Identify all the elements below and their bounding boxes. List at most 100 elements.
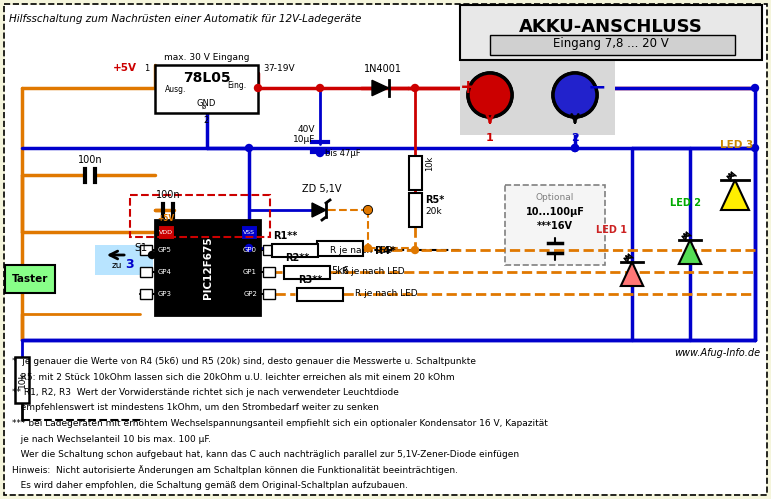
Text: R je nach LED: R je nach LED — [342, 267, 405, 276]
Bar — [409, 193, 422, 227]
Text: PIC12F675: PIC12F675 — [203, 236, 213, 299]
Text: 10...100µF: 10...100µF — [526, 207, 584, 217]
Bar — [263, 289, 275, 299]
Text: +: + — [460, 77, 476, 96]
Text: 7-19V: 7-19V — [268, 63, 295, 72]
Polygon shape — [312, 203, 326, 217]
Text: GND: GND — [197, 98, 216, 107]
Text: zu: zu — [112, 260, 123, 269]
Text: GP2: GP2 — [243, 291, 257, 297]
Bar — [15, 357, 29, 403]
Text: Es wird daher empfohlen, die Schaltung gemäß dem Original-Schaltplan aufzubauen.: Es wird daher empfohlen, die Schaltung g… — [12, 481, 408, 490]
Text: 10k: 10k — [425, 155, 434, 171]
Bar — [140, 289, 152, 299]
Text: 2: 2 — [204, 115, 209, 124]
Circle shape — [317, 84, 324, 91]
Text: Wer die Schaltung schon aufgebaut hat, kann das C auch nachträglich parallel zur: Wer die Schaltung schon aufgebaut hat, k… — [12, 450, 519, 459]
Circle shape — [468, 73, 512, 117]
Text: GP5: GP5 — [158, 247, 172, 253]
Text: 10k: 10k — [18, 372, 26, 388]
Text: VSS: VSS — [243, 230, 255, 235]
Text: 1: 1 — [143, 63, 149, 72]
Bar — [130, 195, 270, 237]
Text: 100n: 100n — [156, 190, 180, 200]
Text: +5V: +5V — [157, 214, 174, 223]
Polygon shape — [372, 80, 389, 96]
Bar — [505, 185, 605, 265]
Text: LED 1: LED 1 — [597, 225, 628, 235]
Circle shape — [412, 84, 419, 91]
Polygon shape — [621, 262, 643, 286]
Text: VDD: VDD — [159, 230, 173, 235]
Bar — [155, 65, 258, 113]
Text: R4*: R4* — [375, 246, 396, 256]
Text: Eingang 7,8 ... 20 V: Eingang 7,8 ... 20 V — [553, 37, 669, 50]
Text: R5*: R5* — [425, 195, 444, 205]
Circle shape — [752, 84, 759, 91]
Text: ** R1, R2, R3  Wert der Vorwiderstände richtet sich je nach verwendeter Leuchtdi: ** R1, R2, R3 Wert der Vorwiderstände ri… — [12, 388, 399, 397]
Circle shape — [571, 145, 578, 152]
Text: 1: 1 — [487, 133, 494, 143]
Bar — [155, 220, 260, 315]
Text: R5: mit 2 Stück 10kOhm lassen sich die 20kOhm u.U. leichter erreichen als mit ei: R5: mit 2 Stück 10kOhm lassen sich die 2… — [12, 372, 455, 382]
Text: S1: S1 — [134, 243, 147, 253]
Circle shape — [317, 150, 324, 157]
Bar — [158, 225, 174, 239]
Circle shape — [365, 245, 372, 251]
Text: ZD 5,1V: ZD 5,1V — [302, 184, 342, 194]
Text: +5V: +5V — [113, 63, 137, 73]
Text: max. 30 V Eingang: max. 30 V Eingang — [163, 53, 249, 62]
Text: 3: 3 — [126, 258, 134, 271]
Circle shape — [365, 207, 372, 214]
Text: GP1: GP1 — [243, 269, 257, 275]
Text: 10µF: 10µF — [293, 136, 315, 145]
Text: 1N4001: 1N4001 — [364, 64, 402, 74]
Circle shape — [752, 145, 759, 152]
Text: GP4: GP4 — [158, 269, 172, 275]
Text: ***16V: ***16V — [537, 221, 573, 231]
Bar — [490, 35, 735, 55]
Text: R3**: R3** — [298, 275, 322, 285]
Text: 20k: 20k — [425, 208, 442, 217]
Circle shape — [364, 206, 372, 214]
Circle shape — [571, 145, 578, 152]
Text: empfehlenswert ist mindestens 1kOhm, um den Strombedarf weiter zu senken: empfehlenswert ist mindestens 1kOhm, um … — [12, 404, 379, 413]
Circle shape — [149, 251, 156, 258]
Bar — [95, 245, 153, 275]
Bar — [272, 244, 318, 256]
Text: GP0: GP0 — [243, 247, 257, 253]
Circle shape — [245, 245, 252, 251]
Circle shape — [412, 247, 419, 253]
Bar — [460, 60, 615, 135]
Bar — [409, 156, 422, 190]
Text: Optional: Optional — [536, 193, 574, 202]
Text: R je nach LED: R je nach LED — [355, 289, 418, 298]
Text: 3: 3 — [263, 63, 268, 72]
Bar — [140, 267, 152, 277]
Bar — [297, 287, 343, 300]
Text: 5k6: 5k6 — [331, 266, 349, 276]
Text: −: − — [588, 77, 606, 97]
Text: GP3: GP3 — [158, 291, 172, 297]
Circle shape — [245, 145, 252, 152]
Polygon shape — [678, 240, 701, 264]
Text: LED 2: LED 2 — [669, 198, 701, 208]
Circle shape — [468, 73, 512, 117]
Bar — [460, 5, 762, 60]
Circle shape — [553, 73, 597, 117]
Text: ø: ø — [201, 104, 206, 110]
Text: 2: 2 — [571, 133, 579, 143]
Text: 40V: 40V — [298, 126, 315, 135]
Bar — [284, 265, 330, 278]
Bar — [5, 265, 55, 293]
Text: Ausg.: Ausg. — [165, 84, 187, 93]
Text: bis 47µF: bis 47µF — [325, 149, 361, 158]
Text: Hinweis:  Nicht autorisierte Änderungen am Schaltplan können die Funktionalität : Hinweis: Nicht autorisierte Änderungen a… — [12, 466, 458, 476]
Bar — [263, 245, 275, 255]
Polygon shape — [721, 180, 749, 210]
Text: je nach Wechselanteil 10 bis max. 100 µF.: je nach Wechselanteil 10 bis max. 100 µF… — [12, 435, 211, 444]
Text: 100n: 100n — [78, 155, 103, 165]
Text: *** bei Ladegeräten mit erhöhtem Wechselspannungsanteil empfiehlt sich ein optio: *** bei Ladegeräten mit erhöhtem Wechsel… — [12, 419, 548, 428]
Circle shape — [553, 73, 597, 117]
Bar — [317, 241, 363, 255]
